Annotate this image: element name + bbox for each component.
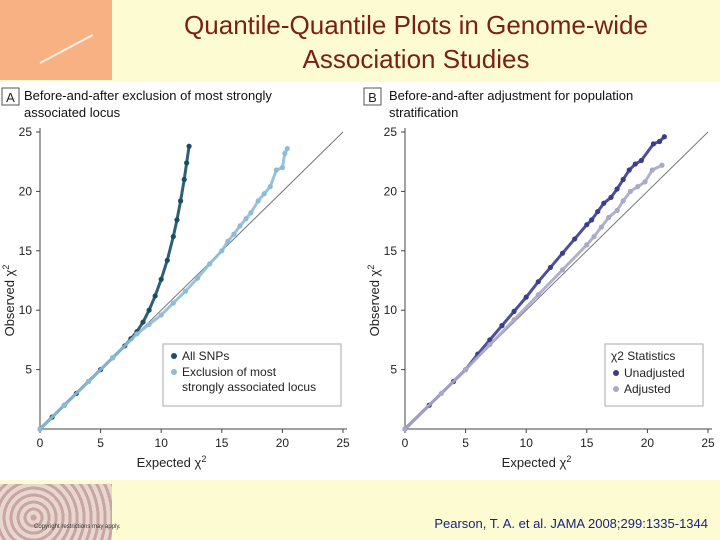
panel-a-x-tick-label: 25: [336, 436, 350, 450]
panel-a-y-tick-label: 15: [19, 244, 33, 258]
panel-a-series-1-trace: [38, 147, 289, 431]
slide-title-line2: Association Studies: [302, 44, 530, 74]
panel-a-legend-entry-0: All SNPs: [182, 349, 229, 363]
copyright-notice: Copyright restrictions may apply.: [34, 524, 121, 530]
panel-a-legend-entry-1-line1: Exclusion of most: [182, 365, 277, 379]
panel-b-x-tick-label: 5: [462, 436, 469, 450]
panel-a-y-tick-label: 25: [19, 125, 33, 139]
panel-b-x-tick-label: 10: [520, 436, 534, 450]
panel-a-y-axis-label: Observed χ2: [1, 265, 17, 337]
panel-b-x-tick-label: 0: [402, 436, 409, 450]
panel-b-x-axis-label: Expected χ2: [502, 454, 572, 470]
panel-b-letter-box: [363, 87, 382, 106]
panel-b-series-1-trace: [403, 163, 664, 431]
panel-b-title-line1: Before-and-after adjustment for populati…: [389, 88, 633, 103]
slide-title-line1: Quantile-Quantile Plots in Genome-wide: [184, 10, 648, 40]
panel-b-legend-marker-0: [613, 370, 619, 376]
panel-b-y-tick-label: 25: [384, 125, 398, 139]
panel-b-y-tick-label: 15: [384, 244, 398, 258]
panel-a: A Before-and-after exclusion of most stro…: [1, 87, 350, 450]
panel-b-title-line2: stratification: [389, 105, 458, 120]
orange-accent-bar: [0, 0, 112, 80]
panel-b-legend-box: [604, 343, 704, 407]
slide-title: Quantile-Quantile Plots in Genome-wide A…: [112, 8, 720, 76]
panel-a-legend-marker-0: [171, 353, 177, 359]
panel-b-y-tick-label: 20: [384, 184, 398, 198]
panel-b-series-0-trace: [403, 135, 666, 431]
panel-b-series-0: [402, 134, 667, 432]
figure-panel: A Before-and-after exclusion of most stro…: [0, 82, 720, 480]
panel-b-legend-entry-0: Unadjusted: [624, 366, 685, 380]
panel-a-y-tick-label: 20: [19, 184, 33, 198]
panel-a-letter: A: [6, 90, 15, 105]
panel-a-title-line2: associated locus: [24, 105, 121, 120]
panel-a-legend-entry-1-line2: strongly associated locus: [182, 380, 316, 394]
panel-b-series-1: [402, 162, 665, 432]
panel-b: B Before-and-after adjustment for populat…: [363, 87, 715, 450]
panel-a-legend-box: [162, 343, 342, 407]
panel-b-x-tick-label: 15: [580, 436, 594, 450]
panel-a-x-tick-label: 10: [155, 436, 169, 450]
panel-b-legend-entry-1: Adjusted: [624, 382, 671, 396]
qq-plots-figure: A Before-and-after exclusion of most stro…: [1, 87, 715, 470]
panel-b-legend-title: χ2 Statistics: [611, 349, 675, 363]
panel-a-x-tick-label: 0: [37, 436, 44, 450]
panel-a-legend-marker-1: [171, 369, 177, 375]
panel-b-y-axis-label: Observed χ2: [366, 265, 382, 337]
citation: Pearson, T. A. et al. JAMA 2008;299:1335…: [434, 516, 708, 531]
panel-a-series-1: [37, 146, 290, 432]
panel-b-y-tick-label: 10: [384, 303, 398, 317]
panel-a-x-tick-label: 5: [97, 436, 104, 450]
panel-a-title-line1: Before-and-after exclusion of most stron…: [24, 88, 272, 103]
panel-a-letter-box: [1, 87, 20, 106]
panel-b-legend-marker-1: [613, 386, 619, 392]
panel-a-x-axis-label: Expected χ2: [137, 454, 207, 470]
decorative-pattern: [0, 484, 112, 540]
panel-a-x-tick-label: 15: [215, 436, 229, 450]
panel-a-y-tick-label: 5: [25, 363, 32, 377]
panel-a-x-tick-label: 20: [276, 436, 290, 450]
panel-b-letter: B: [368, 90, 377, 105]
decorative-line: [39, 33, 94, 64]
panel-b-x-tick-label: 25: [701, 436, 715, 450]
panel-b-y-tick-label: 5: [390, 363, 397, 377]
panel-a-y-tick-label: 10: [19, 303, 33, 317]
panel-b-x-tick-label: 20: [641, 436, 655, 450]
